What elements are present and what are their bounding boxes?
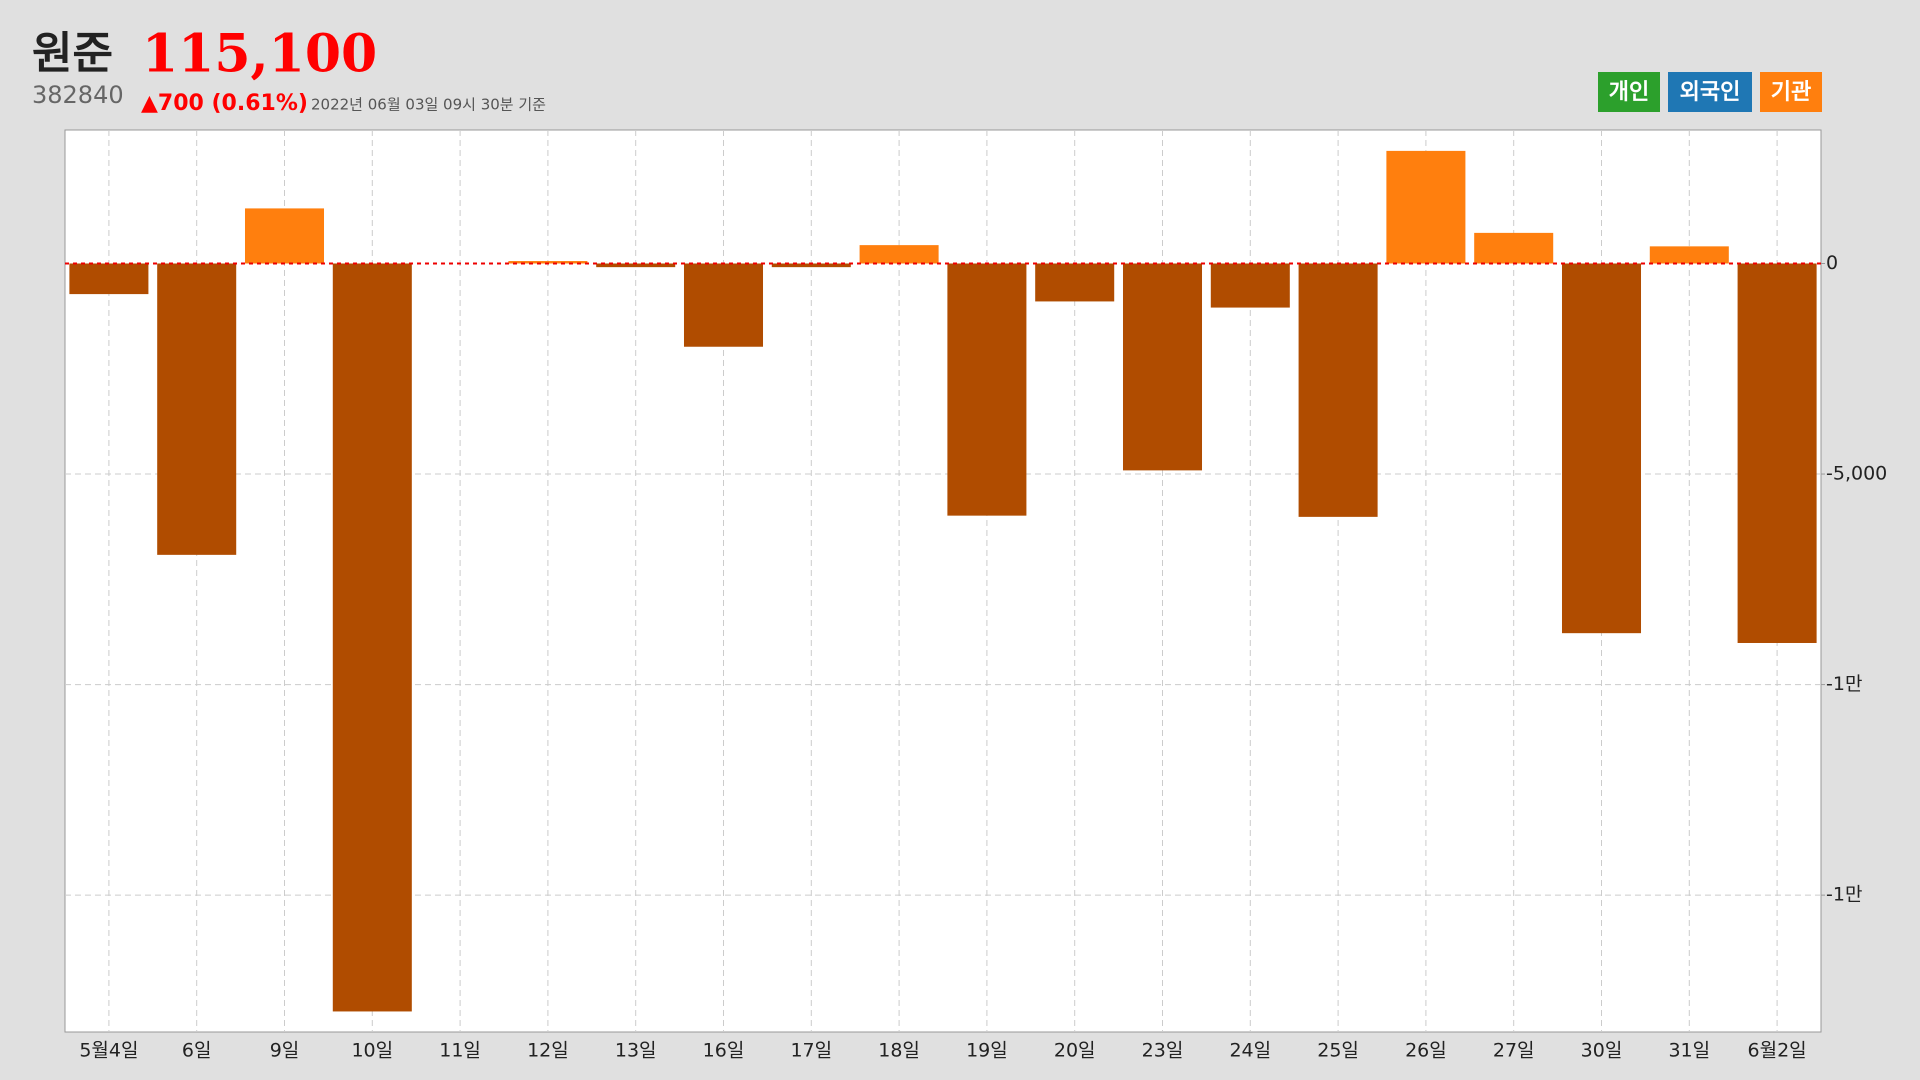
legend-label[interactable]: 외국인 (1680, 80, 1741, 105)
x-tick-label: 16일 (703, 1040, 745, 1062)
bar (683, 263, 764, 347)
y-tick-label: -1만 (1826, 673, 1862, 695)
bar (947, 263, 1027, 516)
x-tick-label: 19일 (966, 1040, 1008, 1062)
x-tick-label: 5월4일 (79, 1040, 138, 1062)
bar (332, 263, 412, 1012)
x-tick-label: 31일 (1668, 1040, 1710, 1062)
y-tick-label: 0 (1826, 252, 1838, 274)
plot-area (64, 129, 1822, 1033)
legend-label[interactable]: 기관 (1771, 80, 1811, 105)
stock-code: 382840 (32, 81, 124, 109)
y-tick-label: -5,000 (1826, 463, 1887, 485)
bar (771, 263, 851, 268)
bar (1122, 263, 1203, 471)
stock-price: 115,100 (142, 24, 377, 85)
bar (1386, 150, 1466, 264)
x-tick-label: 12일 (527, 1040, 569, 1062)
bar (596, 263, 676, 268)
x-tick-label: 17일 (790, 1040, 832, 1062)
x-tick-label: 9일 (270, 1040, 300, 1062)
bar (244, 208, 325, 264)
x-tick-label: 6월2일 (1748, 1040, 1807, 1062)
y-tick-label: -1만 (1826, 884, 1862, 906)
x-tick-label: 25일 (1317, 1040, 1359, 1062)
bar (157, 263, 237, 555)
bar (1210, 263, 1290, 308)
x-tick-label: 20일 (1054, 1040, 1096, 1062)
bar (69, 263, 149, 295)
x-tick-label: 18일 (878, 1040, 920, 1062)
x-tick-label: 27일 (1493, 1040, 1535, 1062)
x-tick-label: 6일 (182, 1040, 212, 1062)
bar (1737, 263, 1817, 643)
timestamp: 2022년 06월 03일 09시 30분 기준 (311, 96, 546, 114)
legend-button[interactable] (1760, 72, 1822, 112)
bar (1561, 263, 1642, 634)
x-tick-label: 30일 (1581, 1040, 1623, 1062)
x-tick-label: 26일 (1405, 1040, 1447, 1062)
bar (508, 261, 588, 264)
bar (859, 245, 939, 264)
x-tick-label: 24일 (1229, 1040, 1271, 1062)
stock-name: 원준 (32, 28, 113, 79)
legend-label[interactable]: 개인 (1609, 80, 1649, 105)
bar (1035, 263, 1115, 302)
bar (1649, 246, 1729, 264)
x-tick-label: 13일 (615, 1040, 657, 1062)
bar (1474, 232, 1554, 264)
legend-button[interactable] (1668, 72, 1752, 112)
x-tick-label: 23일 (1142, 1040, 1184, 1062)
x-tick-label: 10일 (351, 1040, 393, 1062)
legend-button[interactable] (1598, 72, 1660, 112)
x-tick-label: 11일 (439, 1040, 481, 1062)
bar (1298, 263, 1378, 517)
price-change: ▲700 (0.61%) (141, 91, 308, 116)
